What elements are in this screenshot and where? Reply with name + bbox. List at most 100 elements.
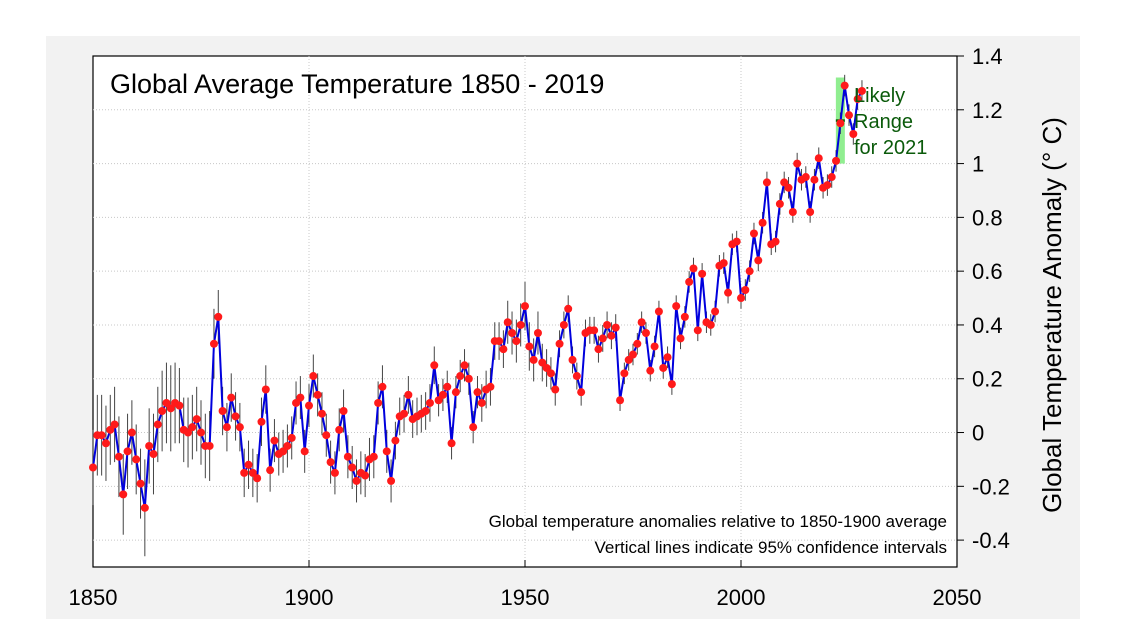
- data-point: [162, 398, 171, 407]
- data-point: [603, 320, 612, 329]
- data-point: [598, 334, 607, 343]
- data-point: [832, 156, 841, 165]
- data-point: [106, 425, 115, 434]
- data-point: [127, 428, 136, 437]
- data-point: [814, 154, 823, 163]
- data-point: [754, 256, 763, 265]
- data-point: [724, 288, 733, 297]
- data-point: [516, 320, 525, 329]
- data-point: [218, 407, 227, 416]
- data-point: [235, 423, 244, 432]
- data-point: [253, 474, 262, 483]
- data-point: [737, 294, 745, 303]
- data-point: [758, 218, 767, 227]
- data-point: [382, 447, 391, 456]
- data-point: [153, 420, 162, 429]
- data-point: [322, 431, 331, 440]
- data-point: [89, 463, 97, 472]
- data-point: [343, 452, 352, 461]
- data-point: [434, 396, 443, 405]
- data-point: [447, 439, 456, 448]
- x-tick-label: 1950: [501, 585, 550, 610]
- data-point: [775, 199, 784, 208]
- data-point: [533, 329, 542, 338]
- data-point: [352, 476, 361, 485]
- data-point: [438, 390, 447, 399]
- data-point: [175, 401, 184, 410]
- data-point: [659, 363, 668, 372]
- data-point: [840, 81, 849, 90]
- x-tick-label: 2050: [933, 585, 982, 610]
- data-point: [227, 393, 236, 402]
- data-point: [624, 355, 633, 364]
- data-point: [266, 466, 275, 475]
- data-point: [667, 380, 676, 389]
- data-point: [374, 398, 383, 407]
- data-point: [508, 329, 517, 338]
- data-point: [762, 178, 771, 187]
- data-point: [209, 339, 218, 348]
- data-point: [546, 369, 555, 378]
- data-point: [650, 342, 659, 351]
- data-point: [810, 175, 819, 184]
- data-point: [512, 337, 521, 346]
- data-point: [97, 431, 106, 440]
- data-point: [184, 428, 193, 437]
- data-point: [400, 409, 409, 418]
- data-point: [572, 372, 581, 381]
- data-point: [425, 398, 434, 407]
- data-point: [529, 355, 538, 364]
- data-point: [387, 476, 396, 485]
- data-point: [261, 385, 270, 394]
- data-point: [749, 229, 758, 238]
- data-point: [361, 471, 370, 480]
- likely-label-line1: Likely: [854, 85, 905, 107]
- data-point: [663, 353, 672, 362]
- chart-title: Global Average Temperature 1850 - 2019: [110, 69, 604, 99]
- data-point: [270, 436, 279, 445]
- x-axis-ticks: 1850 1900 1950 2000 2050: [69, 560, 982, 610]
- y-tick-label: 1: [972, 152, 984, 177]
- data-point: [745, 267, 754, 276]
- data-point: [719, 259, 728, 268]
- data-point: [499, 345, 508, 354]
- data-point: [685, 277, 694, 286]
- data-point: [806, 207, 815, 216]
- data-point: [205, 441, 214, 450]
- data-point: [214, 312, 223, 321]
- data-point: [732, 237, 741, 246]
- data-point: [305, 401, 313, 410]
- data-point: [741, 285, 750, 294]
- data-point: [676, 334, 685, 343]
- data-point: [538, 358, 547, 367]
- data-point: [853, 95, 862, 104]
- y-tick-label: 0.6: [972, 259, 1003, 284]
- data-point: [788, 207, 797, 216]
- data-point: [378, 382, 387, 391]
- data-point: [158, 407, 167, 416]
- data-point: [503, 318, 512, 327]
- data-point: [620, 369, 629, 378]
- data-point: [607, 331, 616, 340]
- data-point: [672, 302, 681, 311]
- data-point: [231, 412, 240, 421]
- x-tick-label: 1850: [69, 585, 118, 610]
- y-tick-label: 0.2: [972, 367, 1003, 392]
- data-point: [300, 447, 309, 456]
- data-point: [369, 452, 378, 461]
- data-point: [114, 452, 123, 461]
- data-point: [317, 409, 326, 418]
- data-point: [279, 447, 288, 456]
- data-point: [555, 339, 564, 348]
- data-point: [590, 326, 599, 335]
- data-point: [257, 417, 266, 426]
- data-point: [166, 404, 175, 413]
- y-tick-label: 0: [972, 421, 984, 446]
- data-point: [616, 396, 625, 405]
- y-tick-label: 1.2: [972, 98, 1003, 123]
- y-tick-label: 1.4: [972, 44, 1003, 69]
- data-point: [404, 390, 413, 399]
- data-point: [339, 407, 348, 416]
- data-point: [296, 393, 305, 402]
- data-point: [110, 420, 119, 429]
